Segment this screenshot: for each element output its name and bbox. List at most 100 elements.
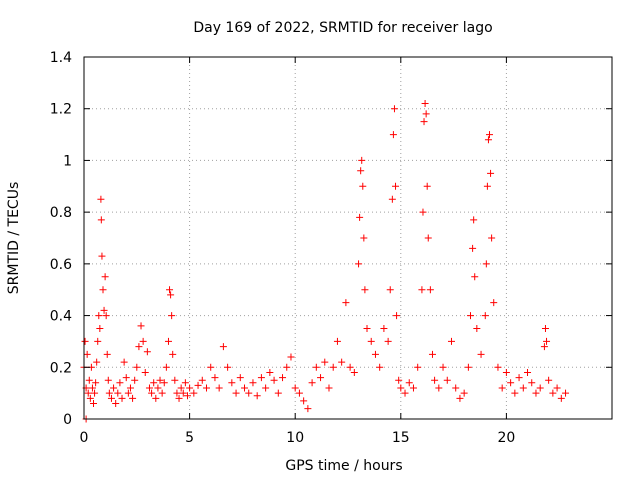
data-point [422, 110, 430, 118]
x-tick-label: 15 [392, 430, 410, 446]
data-point [488, 234, 496, 242]
data-point [270, 376, 278, 384]
data-point [129, 394, 137, 402]
data-point [249, 379, 257, 387]
data-point [308, 379, 316, 387]
data-point [167, 291, 175, 299]
y-tick-label: 0 [63, 412, 72, 428]
data-point [414, 363, 422, 371]
data-point [471, 273, 479, 281]
data-point [253, 392, 261, 400]
data-point [502, 368, 510, 376]
data-point [428, 350, 436, 358]
data-point [131, 376, 139, 384]
data-point [483, 182, 491, 190]
data-point [376, 363, 384, 371]
data-point [194, 381, 202, 389]
data-point [291, 384, 299, 392]
data-point [154, 384, 162, 392]
data-point [236, 374, 244, 382]
data-point [162, 363, 170, 371]
data-point [274, 389, 282, 397]
data-point [107, 394, 115, 402]
data-point [392, 182, 400, 190]
data-point [177, 384, 185, 392]
data-point [466, 312, 474, 320]
data-point [126, 384, 134, 392]
y-tick-label: 0.8 [50, 205, 72, 221]
data-point [447, 337, 455, 345]
data-point [342, 299, 350, 307]
data-point [143, 348, 151, 356]
data-point [232, 389, 240, 397]
data-point [360, 234, 368, 242]
data-point [355, 260, 363, 268]
data-point [528, 379, 536, 387]
data-point [329, 363, 337, 371]
data-point [532, 389, 540, 397]
data-point [469, 244, 477, 252]
data-point [325, 384, 333, 392]
data-point [317, 374, 325, 382]
data-point [181, 379, 189, 387]
data-point [473, 325, 481, 332]
x-ticks: 0 5 10 15 20 [80, 57, 515, 446]
data-point [133, 363, 141, 371]
x-axis-label: GPS time / hours [285, 458, 402, 474]
data-point [116, 379, 124, 387]
data-point [405, 379, 413, 387]
data-point [118, 394, 126, 402]
data-point [245, 389, 253, 397]
data-point [443, 376, 451, 384]
y-tick-label: 0.6 [50, 257, 72, 273]
data-point [173, 389, 181, 397]
data-point [88, 384, 96, 392]
data-point [148, 389, 156, 397]
data-point [357, 167, 365, 175]
data-point [228, 379, 236, 387]
data-point [104, 376, 112, 384]
data-point [338, 358, 346, 366]
data-point [312, 363, 320, 371]
data-point [384, 337, 392, 345]
data-point [356, 213, 364, 221]
data-point [304, 405, 312, 413]
data-point [420, 118, 428, 126]
data-point [287, 353, 295, 361]
data-point [135, 343, 143, 351]
data-point [401, 389, 409, 397]
data-point [179, 389, 187, 397]
data-point [94, 337, 102, 345]
y-tick-label: 1.4 [50, 50, 72, 66]
data-point [423, 182, 431, 190]
data-point [110, 384, 118, 392]
data-point [85, 376, 93, 384]
data-point [553, 384, 561, 392]
data-point [145, 384, 153, 392]
data-point [397, 384, 405, 392]
data-point [114, 389, 122, 397]
data-point [262, 384, 270, 392]
data-point [300, 397, 308, 405]
data-point [93, 358, 101, 366]
data-point [380, 325, 388, 332]
data-point [484, 136, 492, 144]
data-point [92, 379, 100, 387]
data-point [511, 389, 519, 397]
data-point [367, 337, 375, 345]
data-point [498, 384, 506, 392]
data-point [219, 343, 227, 351]
data-point [83, 350, 91, 358]
data-point [388, 195, 396, 203]
data-point [460, 389, 468, 397]
data-point [543, 337, 551, 345]
x-tick-label: 10 [286, 430, 304, 446]
data-point [426, 286, 434, 294]
y-tick-label: 0.4 [50, 309, 72, 325]
data-point [477, 350, 485, 358]
data-point [97, 216, 105, 224]
data-point [171, 376, 179, 384]
data-point [98, 252, 106, 260]
data-point [99, 286, 107, 294]
data-point [97, 195, 105, 203]
